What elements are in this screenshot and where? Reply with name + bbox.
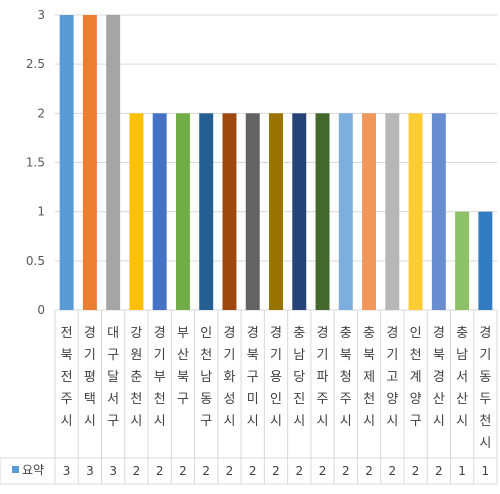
y-tick-label: 1 [37, 205, 45, 219]
table-value: 2 [388, 464, 396, 478]
y-tick-label: 3 [37, 8, 45, 22]
bars [59, 15, 493, 310]
table-value: 3 [63, 464, 71, 478]
bar [222, 113, 237, 310]
y-tick-label: 2.5 [26, 57, 45, 71]
data-table: 3 3 3 2 2 2 2 2 2 2 2 2 2 2 2 2 2 1 1 [0, 310, 498, 485]
bar [269, 113, 283, 310]
table-value: 2 [202, 464, 210, 478]
y-tick-label: 0 [37, 303, 45, 317]
legend-label: 요약 [22, 462, 44, 477]
table-value: 2 [272, 464, 280, 478]
bar [59, 15, 74, 310]
bar [129, 113, 144, 310]
y-tick-label: 0.5 [26, 254, 45, 268]
table-value: 2 [365, 464, 373, 478]
table-value: 2 [133, 464, 141, 478]
table-value: 3 [86, 464, 94, 478]
table-value: 2 [319, 464, 327, 478]
bar [82, 15, 97, 310]
bar [431, 113, 446, 310]
table-value: 2 [249, 464, 257, 478]
table-value: 2 [435, 464, 443, 478]
category-labels: 전 북 전 주 시 경 기 평 택 시 대 구 달 서 구 강 원 춘 천 시 경 기 부 천 시 부 산 북 구 인 천 남 동 구 경 기 화 성 시 경… [61, 326, 492, 451]
table-value: 2 [179, 464, 187, 478]
y-axis: 0 0.5 1 1.5 2 2.5 3 [26, 8, 45, 317]
table-value: 1 [458, 464, 466, 478]
bar [362, 113, 377, 310]
bar [478, 211, 493, 310]
bar [385, 113, 400, 310]
bar [106, 15, 121, 310]
bar [315, 113, 330, 310]
bar [152, 113, 167, 310]
bar [408, 113, 423, 310]
table-value: 2 [156, 464, 164, 478]
bar [175, 113, 190, 310]
bar [292, 113, 307, 310]
bar [245, 113, 260, 310]
bar [455, 211, 470, 310]
legend-marker [12, 466, 19, 473]
bar [338, 113, 353, 310]
bar [199, 113, 214, 310]
table-value: 3 [109, 464, 117, 478]
table-value: 1 [482, 464, 490, 478]
table-value: 2 [295, 464, 303, 478]
y-tick-label: 2 [37, 106, 45, 120]
table-value: 2 [342, 464, 350, 478]
table-value: 2 [412, 464, 420, 478]
table-value: 2 [226, 464, 234, 478]
legend: 요약 [12, 462, 44, 477]
y-tick-label: 1.5 [26, 156, 45, 170]
